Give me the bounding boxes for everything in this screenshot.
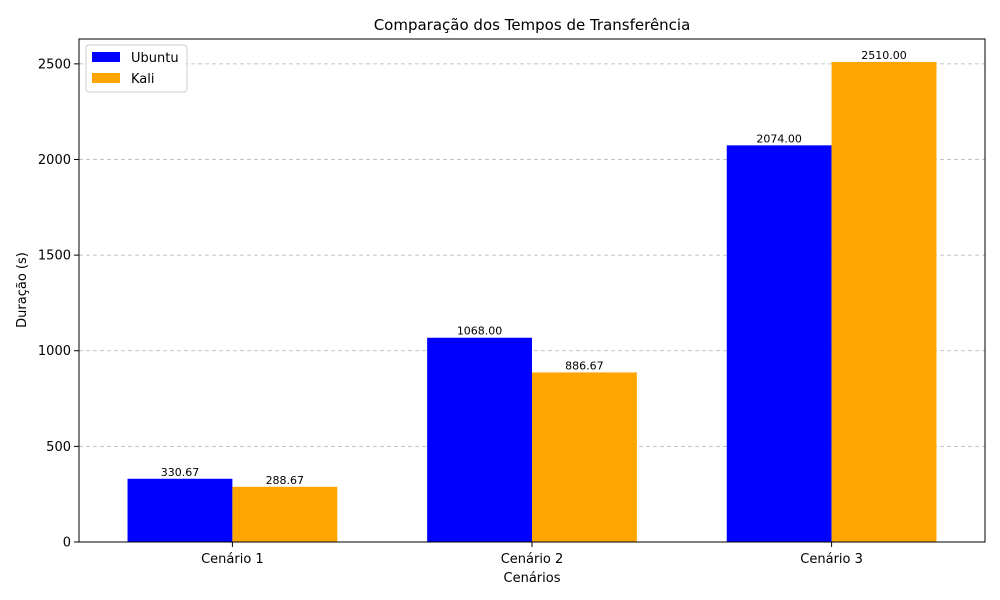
legend-swatch-ubuntu (92, 52, 120, 62)
legend: Ubuntu Kali (85, 44, 188, 93)
y-tick-label: 2500 (38, 57, 71, 72)
x-tick-label: Cenário 3 (800, 552, 863, 567)
bar-kali-3 (831, 61, 937, 543)
data-label: 886.67 (565, 359, 604, 372)
data-label: 2074.00 (756, 132, 802, 145)
y-tick-label: 2000 (38, 153, 71, 168)
x-tick-label: Cenário 2 (501, 552, 564, 567)
bar-ubuntu-1 (127, 478, 233, 542)
data-labels: 330.67 288.67 1068.00 886.67 2074.00 2510.00 (161, 49, 907, 487)
bar-kali-2 (532, 372, 637, 542)
x-axis: Cenário 1 Cenário 2 Cenário 3 (201, 542, 863, 567)
y-axis: 0 500 1000 1500 2000 2500 (38, 57, 79, 551)
y-tick-label: 1000 (38, 344, 71, 359)
grid-lines (79, 63, 985, 447)
x-tick-label: Cenário 1 (201, 552, 264, 567)
x-axis-label: Cenários (504, 571, 561, 586)
y-axis-label: Duração (s) (15, 252, 30, 328)
chart-title: Comparação dos Tempos de Transferência (374, 16, 691, 34)
bars (127, 61, 937, 543)
legend-label-kali: Kali (131, 72, 155, 87)
bar-kali-1 (232, 486, 338, 542)
data-label: 1068.00 (457, 325, 503, 338)
data-label: 288.67 (266, 474, 305, 487)
legend-label-ubuntu: Ubuntu (131, 51, 179, 66)
data-label: 330.67 (161, 466, 200, 479)
y-tick-label: 1500 (38, 249, 71, 264)
bar-ubuntu-2 (427, 337, 532, 542)
y-tick-label: 0 (63, 536, 71, 551)
data-label: 2510.00 (861, 49, 907, 62)
y-tick-label: 500 (46, 440, 71, 455)
legend-swatch-kali (92, 73, 120, 83)
bar-ubuntu-3 (726, 145, 832, 542)
